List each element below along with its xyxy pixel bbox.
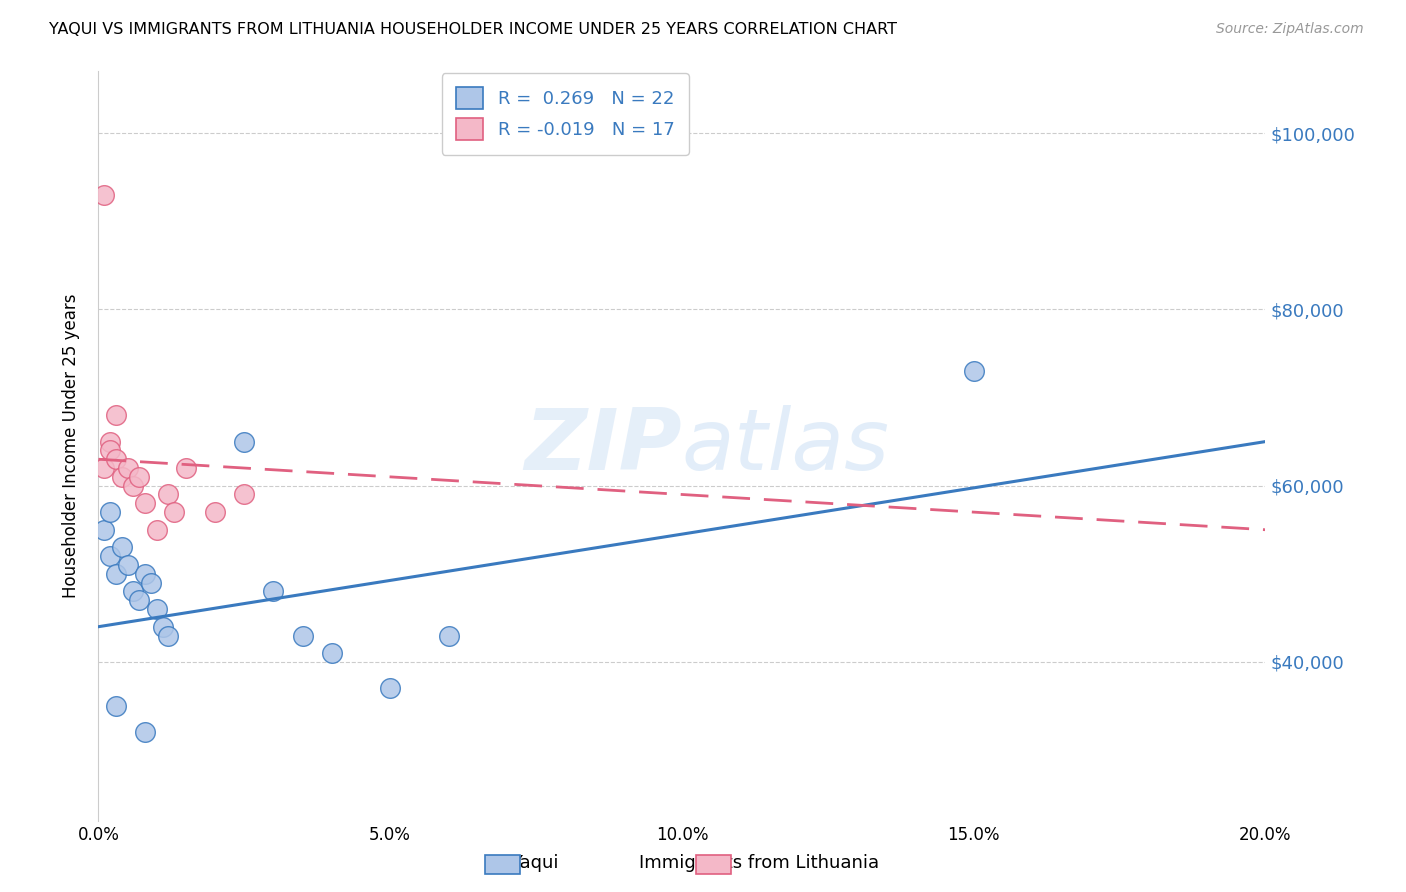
Point: [134, 496, 156, 510]
Text: Immigrants from Lithuania: Immigrants from Lithuania: [640, 855, 879, 872]
Point: [98, 549, 121, 564]
Point: [437, 628, 460, 642]
Point: [157, 487, 180, 501]
Point: [122, 584, 145, 599]
Point: [146, 602, 169, 616]
Point: [146, 523, 169, 537]
Point: [111, 541, 134, 555]
Point: [157, 628, 180, 642]
Point: [962, 364, 984, 378]
Point: [93, 461, 115, 475]
Point: [98, 505, 121, 519]
Point: [262, 584, 284, 599]
Point: [98, 434, 121, 449]
Point: [134, 725, 156, 739]
Point: [380, 681, 402, 696]
Point: [128, 470, 150, 484]
Point: [122, 478, 145, 492]
Point: [174, 461, 197, 475]
Point: [104, 699, 127, 714]
Point: [93, 187, 115, 202]
Point: [117, 558, 139, 572]
Legend: R =  0.269   N = 22, R = -0.019   N = 17: R = 0.269 N = 22, R = -0.019 N = 17: [441, 73, 689, 155]
Text: atlas: atlas: [682, 404, 890, 488]
Text: YAQUI VS IMMIGRANTS FROM LITHUANIA HOUSEHOLDER INCOME UNDER 25 YEARS CORRELATION: YAQUI VS IMMIGRANTS FROM LITHUANIA HOUSE…: [49, 22, 897, 37]
Point: [104, 408, 127, 422]
Y-axis label: Householder Income Under 25 years: Householder Income Under 25 years: [62, 293, 80, 599]
Point: [139, 575, 162, 590]
Point: [117, 461, 139, 475]
Point: [128, 593, 150, 607]
Point: [233, 434, 256, 449]
Text: ZIP: ZIP: [524, 404, 682, 488]
Point: [104, 566, 127, 581]
Point: [93, 523, 115, 537]
Point: [204, 505, 226, 519]
Point: [104, 452, 127, 467]
Point: [233, 487, 256, 501]
Text: Yaqui: Yaqui: [510, 855, 558, 872]
Text: Source: ZipAtlas.com: Source: ZipAtlas.com: [1216, 22, 1364, 37]
Point: [163, 505, 186, 519]
Point: [321, 646, 343, 660]
Point: [111, 470, 134, 484]
Point: [134, 566, 156, 581]
Point: [98, 443, 121, 458]
Point: [152, 620, 174, 634]
Point: [291, 628, 314, 642]
